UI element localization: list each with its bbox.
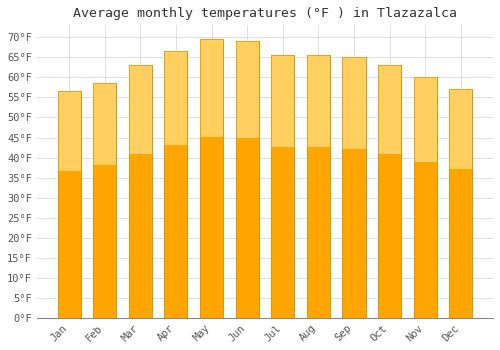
- Bar: [93, 83, 116, 318]
- Bar: [449, 89, 472, 169]
- Bar: [128, 65, 152, 318]
- Bar: [236, 41, 258, 138]
- Bar: [449, 89, 472, 318]
- Bar: [236, 41, 258, 318]
- Bar: [414, 77, 436, 318]
- Bar: [414, 77, 436, 162]
- Bar: [271, 55, 294, 318]
- Bar: [164, 51, 188, 318]
- Bar: [378, 65, 401, 318]
- Bar: [378, 65, 401, 318]
- Bar: [128, 65, 152, 154]
- Bar: [307, 55, 330, 318]
- Bar: [378, 65, 401, 154]
- Bar: [128, 65, 152, 318]
- Bar: [164, 51, 188, 145]
- Bar: [58, 91, 80, 171]
- Bar: [93, 83, 116, 166]
- Bar: [164, 51, 188, 318]
- Bar: [271, 55, 294, 147]
- Bar: [342, 57, 365, 148]
- Bar: [236, 41, 258, 318]
- Bar: [414, 77, 436, 318]
- Title: Average monthly temperatures (°F ) in Tlazazalca: Average monthly temperatures (°F ) in Tl…: [73, 7, 457, 20]
- Bar: [200, 39, 223, 318]
- Bar: [307, 55, 330, 318]
- Bar: [200, 39, 223, 318]
- Bar: [307, 55, 330, 147]
- Bar: [200, 39, 223, 137]
- Bar: [342, 57, 365, 318]
- Bar: [342, 57, 365, 318]
- Bar: [271, 55, 294, 318]
- Bar: [58, 91, 80, 318]
- Bar: [58, 91, 80, 318]
- Bar: [93, 83, 116, 318]
- Bar: [449, 89, 472, 318]
